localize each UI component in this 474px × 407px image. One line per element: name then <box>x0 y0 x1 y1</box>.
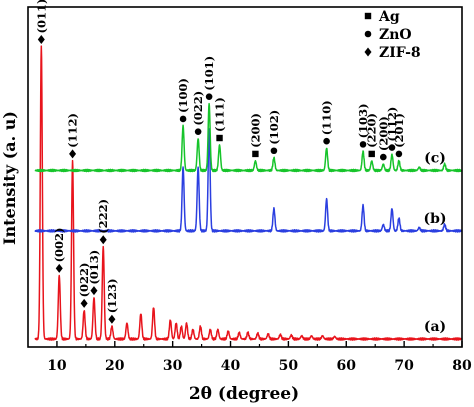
x-tick-label: 80 <box>452 358 472 374</box>
peak-marker-square <box>368 150 375 158</box>
peak-marker-diamond <box>55 263 63 273</box>
miller-index-label: (110) <box>320 100 334 135</box>
x-tick-label: 20 <box>105 358 125 374</box>
legend-marker-square <box>364 12 372 20</box>
miller-index-label: (101) <box>202 56 216 91</box>
legend-label: ZIF-8 <box>379 45 421 61</box>
peak-marker-diamond <box>37 34 45 44</box>
series-line <box>34 45 463 341</box>
axis-ticks: 10 20 30 40 50 60 70 80 <box>47 341 472 374</box>
x-tick-label: 70 <box>394 358 414 374</box>
y-axis-label: Intensity (a. u) <box>0 111 19 245</box>
series-label: (c) <box>424 150 446 166</box>
miller-index-label: (002) <box>52 228 66 263</box>
miller-index-label: (222) <box>96 199 110 234</box>
x-tick-label: 60 <box>337 358 357 374</box>
miller-index-label: (200) <box>248 113 262 148</box>
peak-marker-circle <box>270 147 278 155</box>
peak-marker-diamond <box>80 298 88 308</box>
plot-frame <box>27 6 463 348</box>
peak-annotations: (011)(002)(112)(022)(013)(222)(123)(100)… <box>34 0 406 324</box>
miller-index-label: (201) <box>392 113 406 148</box>
peak-marker-circle <box>388 144 396 151</box>
legend-marker-diamond <box>364 47 372 57</box>
legend-marker-circle <box>364 30 372 38</box>
peak-marker-diamond <box>69 149 77 159</box>
x-axis-label: 2θ (degree) <box>189 384 299 404</box>
miller-index-label: (011) <box>34 0 48 33</box>
peak-marker-circle <box>194 128 202 135</box>
x-tick-label: 50 <box>279 358 299 374</box>
miller-index-label: (200) <box>376 116 390 151</box>
series-line <box>34 102 463 173</box>
legend: Ag ZnO ZIF-8 <box>364 9 421 61</box>
x-tick-label: 30 <box>163 358 183 374</box>
miller-index-label: (112) <box>66 113 80 148</box>
peak-marker-diamond <box>90 286 98 296</box>
x-tick-label: 40 <box>221 358 241 374</box>
miller-index-label: (022) <box>77 262 91 297</box>
legend-label: Ag <box>378 9 400 25</box>
miller-index-label: (013) <box>87 250 101 285</box>
peak-marker-circle <box>323 137 330 145</box>
series-label: (b) <box>423 211 446 227</box>
miller-index-label: (220) <box>365 113 379 148</box>
pattern-curves <box>34 45 463 341</box>
peak-marker-circle <box>179 115 187 123</box>
miller-index-label: (103) <box>356 103 370 138</box>
peak-marker-square <box>252 150 259 158</box>
series-labels: (a) (b) (c) <box>423 150 446 335</box>
series-line <box>34 128 462 233</box>
peak-marker-circle <box>395 150 403 158</box>
peak-marker-circle <box>380 153 387 161</box>
legend-label: ZnO <box>379 27 412 43</box>
peak-marker-circle <box>205 93 213 100</box>
peak-marker-circle <box>359 141 367 148</box>
miller-index-label: (100) <box>176 78 190 113</box>
series-label: (a) <box>424 319 446 335</box>
peak-marker-diamond <box>108 314 116 324</box>
miller-index-label: (102) <box>267 110 281 145</box>
miller-index-label: (112) <box>385 107 399 142</box>
x-tick-label: 10 <box>47 358 67 374</box>
miller-index-label: (123) <box>105 278 119 313</box>
peak-marker-square <box>216 134 223 142</box>
miller-index-label: (022) <box>191 91 205 126</box>
miller-index-label: (111) <box>213 97 227 132</box>
peak-marker-diamond <box>99 235 107 245</box>
